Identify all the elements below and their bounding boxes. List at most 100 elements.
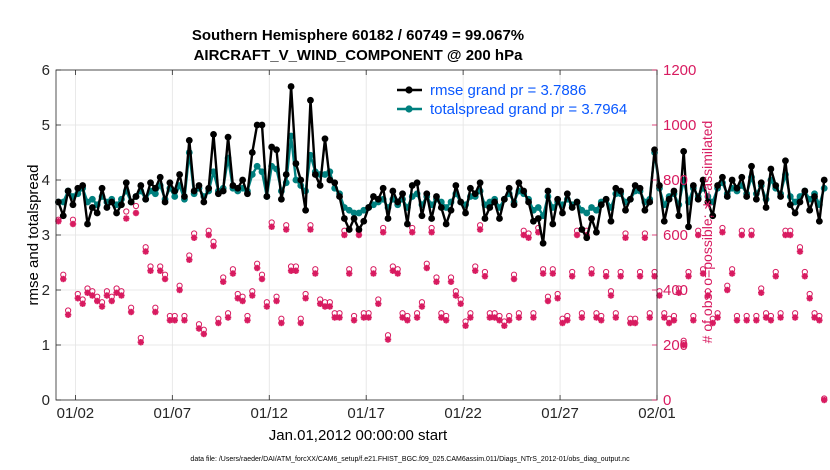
rmse-point <box>534 215 542 222</box>
obs-assimilated-point <box>665 319 673 327</box>
obs-assimilated-point <box>273 297 280 305</box>
obs-assimilated-point <box>685 273 692 280</box>
rmse-point <box>481 215 489 222</box>
rmse-point <box>200 198 208 206</box>
obs-assimilated-point <box>699 270 707 277</box>
rmse-point <box>757 179 765 187</box>
obs-assimilated-point <box>486 314 493 321</box>
rmse-point <box>311 171 319 178</box>
obs-assimilated-point <box>379 229 387 236</box>
obs-assimilated-point <box>612 314 620 321</box>
rmse-point <box>394 198 402 206</box>
obs-assimilated-point <box>103 292 111 299</box>
rmse-point <box>147 179 154 187</box>
obs-assimilated-point <box>433 278 440 285</box>
obs-assimilated-point <box>132 209 140 217</box>
obs-assimilated-point <box>462 322 469 329</box>
x-tick-label: 01/12 <box>250 405 288 422</box>
y-tick-label: 5 <box>42 117 50 134</box>
obs-assimilated-point <box>292 267 300 274</box>
rmse-point <box>772 182 780 189</box>
rmse-point <box>190 187 198 195</box>
rmse-point <box>733 184 741 192</box>
rmse-point <box>384 215 392 222</box>
rmse-point <box>806 206 814 214</box>
rmse-point <box>418 212 426 220</box>
y-axis-left: 0 1 2 3 4 5 6 <box>42 62 61 409</box>
obs-assimilated-point <box>176 286 183 294</box>
obs-assimilated-point <box>123 215 130 222</box>
rmse-point <box>568 204 576 211</box>
obs-assimilated-point <box>171 317 178 324</box>
obs-assimilated-point <box>384 336 392 343</box>
obs-assimilated-point <box>127 308 135 316</box>
obs-assimilated-point <box>811 314 818 321</box>
obs-assimilated-point <box>399 314 406 321</box>
obs-assimilated-point <box>447 278 455 285</box>
obs-assimilated-point <box>670 317 678 324</box>
y-right-tick-label: 1200 <box>663 62 696 79</box>
y-tick-label: 1 <box>42 337 50 354</box>
obs-assimilated-point <box>549 270 556 277</box>
rmse-point <box>273 146 280 154</box>
totalspread-point <box>534 204 542 211</box>
obs-assimilated-point <box>472 267 479 274</box>
obs-assimilated-point <box>428 229 435 236</box>
obs-assimilated-point <box>394 270 401 277</box>
y-tick-label: 0 <box>42 392 50 409</box>
rmse-point <box>777 193 784 200</box>
obs-assimilated-point <box>263 303 271 310</box>
rmse-point <box>340 215 348 222</box>
rmse-point <box>651 146 658 154</box>
rmse-point <box>336 193 343 200</box>
x-axis-label: Jan.01,2012 00:00:00 start <box>269 427 448 444</box>
obs-assimilated-point <box>161 275 169 283</box>
rmse-point <box>292 160 300 167</box>
rmse-point <box>345 226 353 233</box>
rmse-point <box>694 195 702 203</box>
y-tick-label: 6 <box>42 62 50 79</box>
rmse-point <box>365 204 373 211</box>
rmse-point <box>447 206 455 214</box>
obs-assimilated-point <box>724 286 731 294</box>
obs-assimilated-point <box>326 303 334 310</box>
rmse-point <box>525 198 532 206</box>
rmse-point <box>680 148 688 155</box>
rmse-point <box>195 182 203 189</box>
obs-assimilated-point <box>200 330 208 338</box>
y-axis-right-label: # of obs: o=possible; ∗=assimilated <box>699 121 715 344</box>
obs-assimilated-point <box>661 314 668 321</box>
rmse-point <box>219 187 227 195</box>
obs-assimilated-point <box>690 317 697 324</box>
rmse-point <box>248 149 256 156</box>
totalspread-point <box>350 209 358 217</box>
obs-assimilated-point <box>195 325 203 332</box>
y-right-tick-label: 0 <box>663 392 671 409</box>
rmse-point <box>282 171 290 178</box>
rmse-point <box>583 234 591 242</box>
x-tick-label: 01/02 <box>57 405 95 422</box>
rmse-point <box>471 190 479 198</box>
obs-assimilated-point <box>821 396 828 404</box>
rmse-point <box>205 184 213 192</box>
obs-assimilated-layer <box>55 209 828 404</box>
obs-assimilated-point <box>476 226 484 233</box>
rmse-point <box>607 217 615 225</box>
obs-assimilated-point <box>258 275 266 283</box>
totalspread-point <box>210 168 217 176</box>
obs-assimilated-point <box>418 303 426 310</box>
rmse-point <box>820 176 828 184</box>
obs-assimilated-point <box>157 267 164 274</box>
obs-assimilated-point <box>404 317 411 324</box>
rmse-point <box>689 182 697 189</box>
rmse-point <box>520 187 528 195</box>
obs-assimilated-point <box>60 275 67 283</box>
obs-assimilated-point <box>505 317 513 324</box>
rmse-point <box>176 171 183 178</box>
obs-assimilated-point <box>234 295 241 302</box>
obs-assimilated-point <box>370 270 377 277</box>
rmse-point <box>505 184 513 192</box>
obs-assimilated-point <box>278 319 285 327</box>
obs-assimilated-point <box>215 319 222 327</box>
